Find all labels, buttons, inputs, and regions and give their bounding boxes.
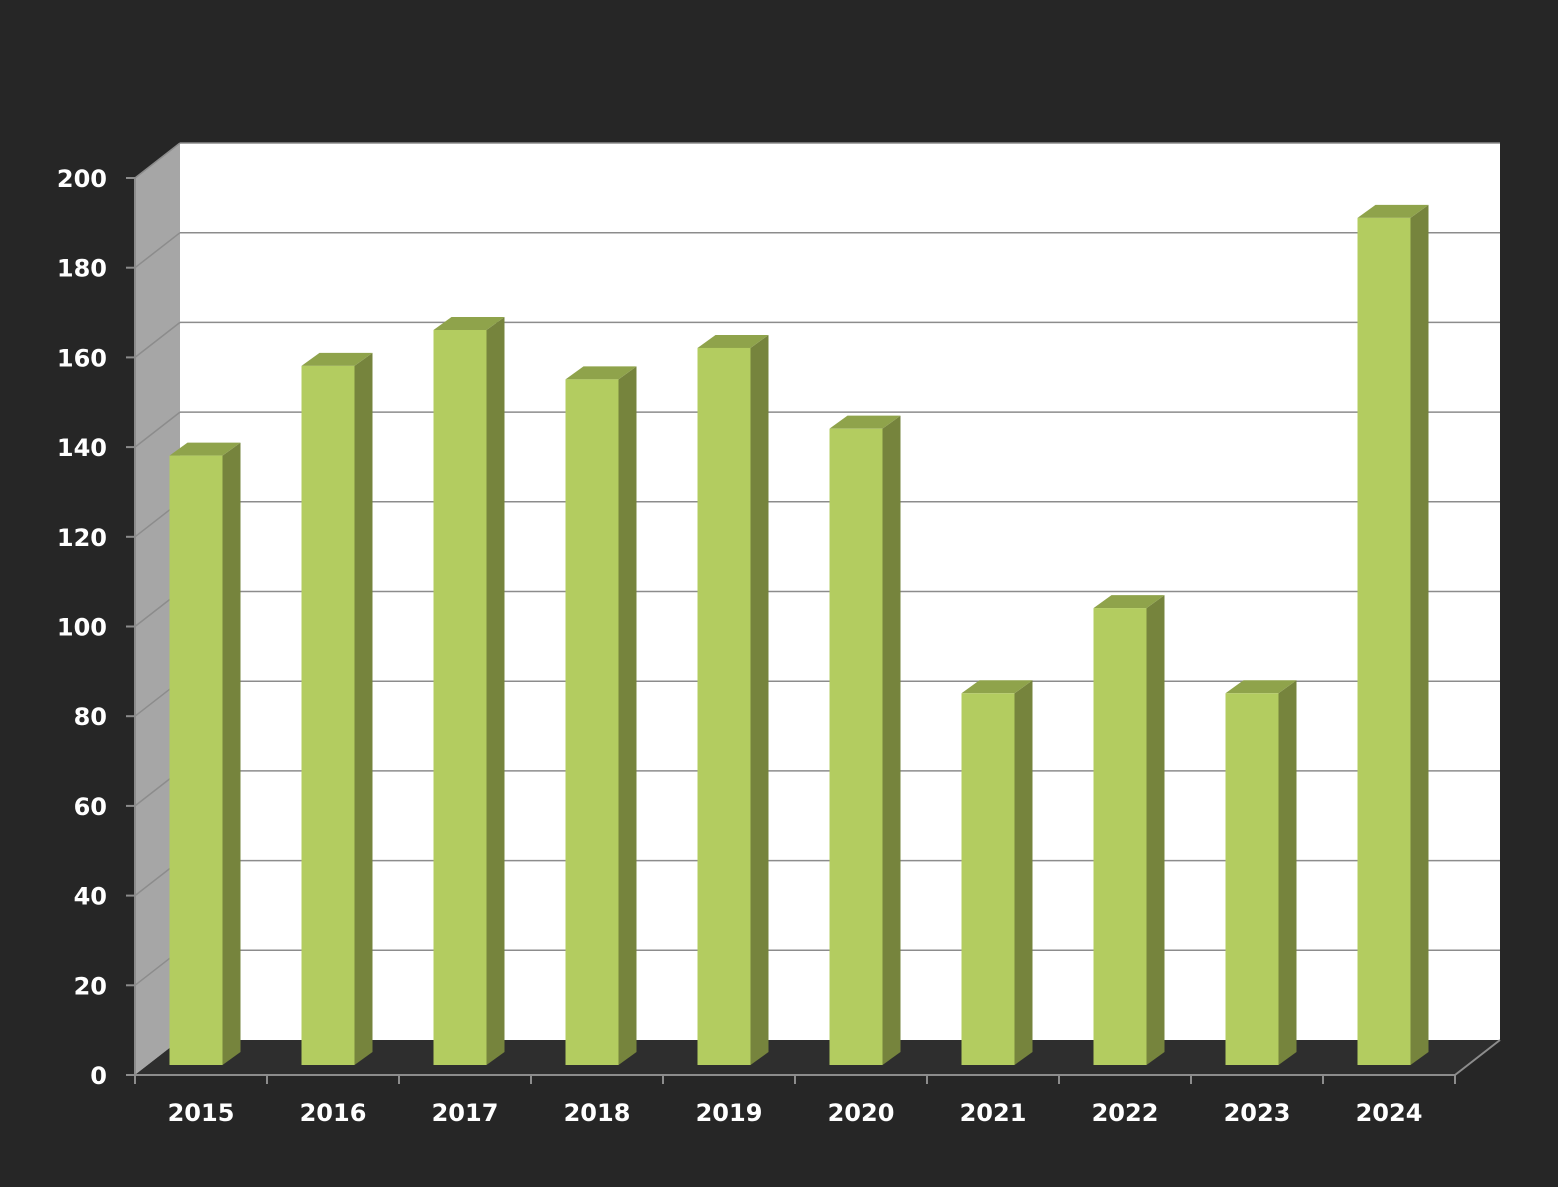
bar bbox=[1225, 680, 1297, 1065]
y-tick-label: 180 bbox=[57, 255, 107, 283]
bar-top bbox=[565, 366, 637, 380]
floor-edge-line bbox=[1454, 1039, 1501, 1076]
bar-front bbox=[697, 347, 751, 1065]
bar-top bbox=[1225, 680, 1297, 694]
bar bbox=[697, 334, 769, 1065]
axes bbox=[126, 177, 1501, 1084]
bar-front bbox=[829, 428, 883, 1065]
y-tick-label: 80 bbox=[74, 703, 107, 731]
bar-front bbox=[1225, 693, 1279, 1065]
bar-top bbox=[433, 317, 505, 331]
bar-front bbox=[961, 693, 1015, 1065]
x-tick-label: 2022 bbox=[1092, 1099, 1159, 1127]
bar bbox=[301, 352, 373, 1065]
bar-top bbox=[301, 352, 373, 366]
x-tick-label: 2021 bbox=[960, 1099, 1027, 1127]
x-tick-label: 2023 bbox=[1224, 1099, 1291, 1127]
y-tick-label: 0 bbox=[90, 1062, 107, 1090]
bar-front bbox=[1093, 608, 1147, 1065]
bar-top bbox=[169, 442, 241, 456]
x-tick-label: 2016 bbox=[300, 1099, 367, 1127]
y-tick-label: 40 bbox=[74, 883, 107, 911]
bar-top bbox=[1357, 204, 1429, 218]
bar-side bbox=[750, 334, 769, 1065]
y-tick-label: 60 bbox=[74, 793, 107, 821]
y-tick-label: 140 bbox=[57, 434, 107, 462]
bar-side bbox=[882, 415, 901, 1065]
bar-top bbox=[961, 680, 1033, 694]
x-tick-label: 2024 bbox=[1356, 1099, 1423, 1127]
x-tick-label: 2018 bbox=[564, 1099, 631, 1127]
bar-front bbox=[301, 365, 355, 1065]
bar-side bbox=[1278, 680, 1297, 1065]
x-tick-label: 2015 bbox=[168, 1099, 235, 1127]
bar-front bbox=[565, 379, 619, 1066]
side-gridline bbox=[134, 232, 181, 269]
y-tick-label: 100 bbox=[57, 614, 107, 642]
side-gridline bbox=[134, 411, 181, 448]
bar-top bbox=[1093, 595, 1165, 609]
bar bbox=[961, 680, 1033, 1065]
bar bbox=[565, 366, 637, 1066]
bar-top bbox=[829, 415, 901, 429]
x-tick-label: 2020 bbox=[828, 1099, 895, 1127]
bar bbox=[169, 442, 241, 1066]
bar bbox=[829, 415, 901, 1065]
bar-front bbox=[1357, 217, 1411, 1065]
bars bbox=[169, 204, 1429, 1066]
x-tick-labels: 2015 2016 2017 2018 2019 2020 2021 2022 2023 2024 bbox=[168, 1099, 1423, 1127]
bar-side bbox=[222, 442, 241, 1066]
side-gridline bbox=[134, 321, 181, 358]
bar bbox=[1093, 595, 1165, 1065]
bar bbox=[1357, 204, 1429, 1065]
side-gridline bbox=[134, 142, 181, 179]
bar-top bbox=[697, 334, 769, 348]
bar-side bbox=[354, 352, 373, 1065]
bar-side bbox=[1146, 595, 1165, 1065]
y-tick-label: 120 bbox=[57, 524, 107, 552]
bar-front bbox=[169, 455, 223, 1066]
x-tick-label: 2019 bbox=[696, 1099, 763, 1127]
bar-side bbox=[1014, 680, 1033, 1065]
y-tick-label: 160 bbox=[57, 344, 107, 372]
x-tick-label: 2017 bbox=[432, 1099, 499, 1127]
bar-side bbox=[486, 317, 505, 1065]
bar-front bbox=[433, 330, 487, 1065]
y-tick-label: 20 bbox=[74, 972, 107, 1000]
y-tick-labels: 0 20 40 60 80 100 120 140 160 180 200 bbox=[57, 165, 107, 1090]
bar-side bbox=[618, 366, 637, 1066]
bar bbox=[433, 317, 505, 1065]
bar-side bbox=[1410, 204, 1429, 1065]
y-tick-label: 200 bbox=[57, 165, 107, 193]
